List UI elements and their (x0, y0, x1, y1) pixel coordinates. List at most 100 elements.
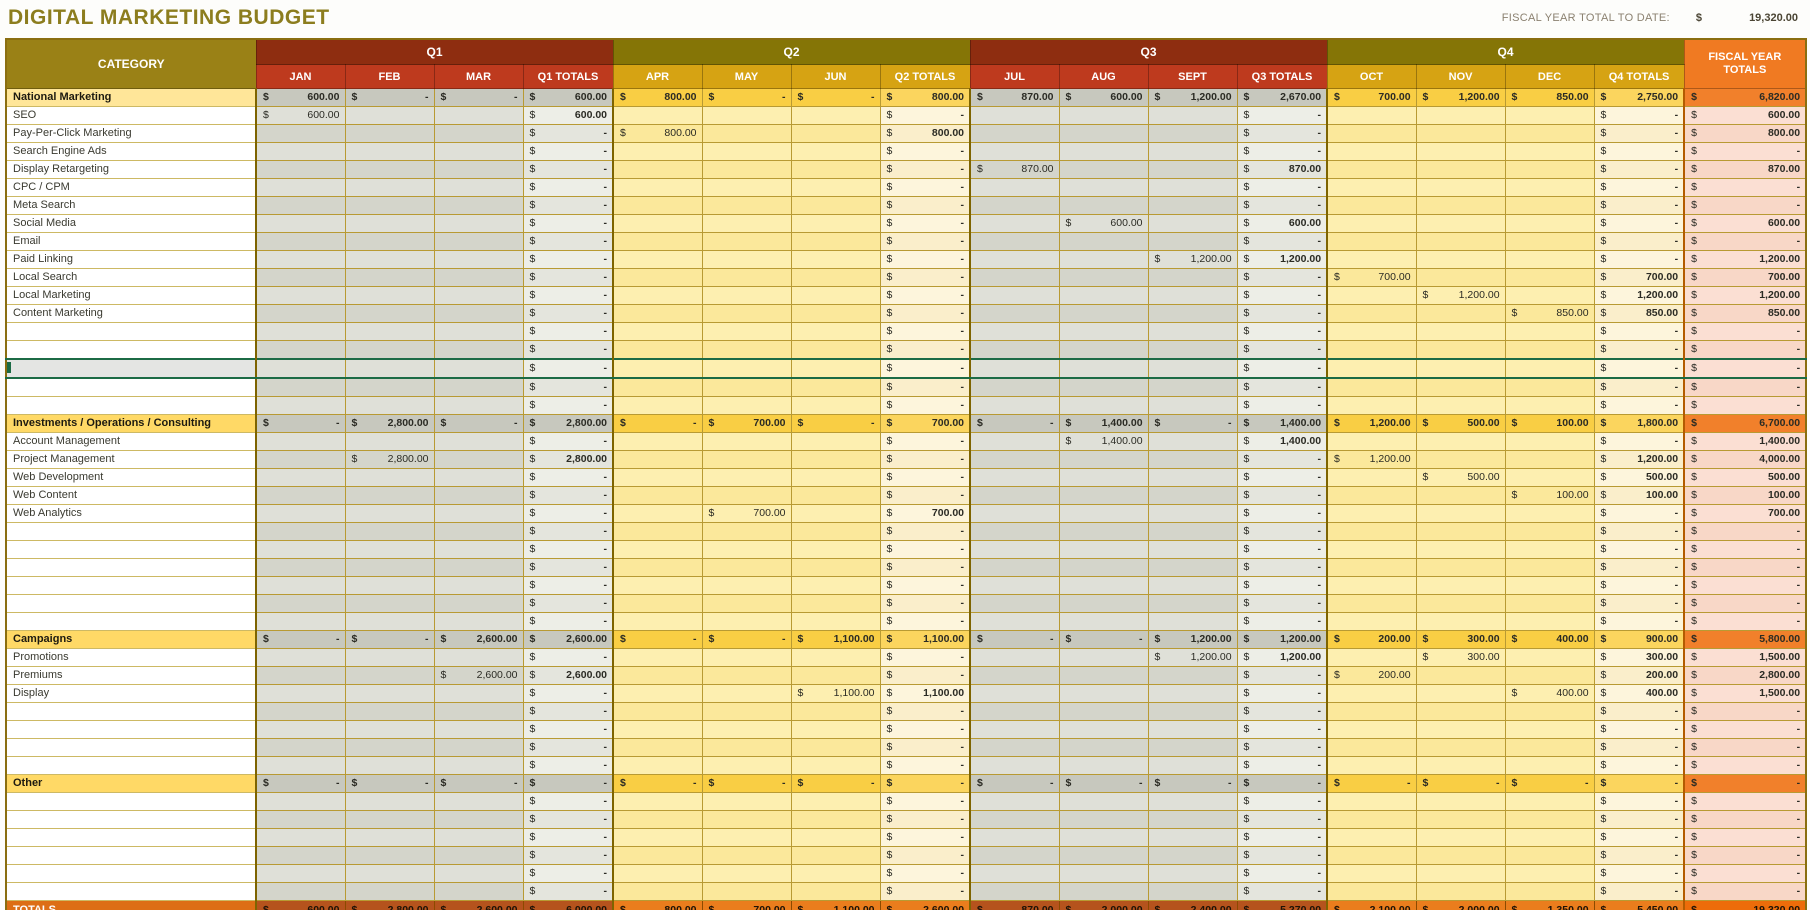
month-header-may[interactable]: MAY (701, 64, 792, 89)
cell-q4-totals[interactable]: $ - (1593, 232, 1685, 251)
cell-fiscal-year-totals[interactable]: $ - (1683, 178, 1807, 197)
cell-q1-totals[interactable]: $ - (522, 286, 614, 305)
cell-q1-totals[interactable]: $ - (522, 468, 614, 487)
cell-may[interactable] (701, 522, 792, 541)
category-cell[interactable]: Project Management (5, 450, 257, 469)
cell-mar[interactable] (433, 286, 524, 305)
q3-totals-header[interactable]: Q3 TOTALS (1236, 64, 1328, 89)
cell-sept[interactable] (1147, 450, 1238, 469)
cell-nov[interactable] (1415, 702, 1506, 721)
cell-sept[interactable] (1147, 358, 1238, 379)
cell-q2-totals[interactable]: $ - (879, 774, 971, 793)
category-cell[interactable]: Display (5, 684, 257, 703)
cell-sept[interactable] (1147, 504, 1238, 523)
cell-jul[interactable] (969, 432, 1060, 451)
cell-fiscal-year-totals[interactable]: $ - (1683, 540, 1807, 559)
cell-q2-totals[interactable]: $ - (879, 304, 971, 323)
cell-mar[interactable] (433, 322, 524, 341)
cell-dec[interactable]: $850.00 (1504, 88, 1595, 107)
cell-oct[interactable] (1326, 864, 1417, 883)
cell-jul[interactable] (969, 322, 1060, 341)
cell-sept[interactable] (1147, 232, 1238, 251)
cell-jul[interactable] (969, 756, 1060, 775)
cell-jul[interactable] (969, 558, 1060, 577)
category-cell[interactable] (5, 558, 257, 577)
cell-jan[interactable] (255, 160, 346, 179)
cell-dec[interactable] (1504, 594, 1595, 613)
cell-sept[interactable] (1147, 468, 1238, 487)
cell-sept[interactable] (1147, 612, 1238, 631)
cell-q2-totals[interactable]: $ - (879, 486, 971, 505)
cell-mar[interactable] (433, 358, 524, 379)
cell-apr[interactable]: $ - (612, 414, 703, 433)
cell-jan[interactable] (255, 540, 346, 559)
cell-aug[interactable]: $1,400.00 (1058, 432, 1149, 451)
cell-q1-totals[interactable]: $ - (522, 504, 614, 523)
cell-q3-totals[interactable]: $ - (1236, 106, 1328, 125)
cell-jun[interactable] (790, 846, 881, 865)
cell-mar[interactable] (433, 340, 524, 360)
month-header-nov[interactable]: NOV (1415, 64, 1506, 89)
cell-fiscal-year-totals[interactable]: $ - (1683, 576, 1807, 595)
cell-q3-totals[interactable]: $ - (1236, 142, 1328, 161)
cell-fiscal-year-totals[interactable]: $ - (1683, 322, 1807, 341)
cell-oct[interactable] (1326, 738, 1417, 757)
cell-q1-totals[interactable]: $2,800.00 (522, 450, 614, 469)
cell-may[interactable] (701, 612, 792, 631)
cell-dec[interactable] (1504, 828, 1595, 847)
cell-sept[interactable] (1147, 882, 1238, 901)
cell-jul[interactable]: $870.00 (969, 160, 1060, 179)
cell-aug[interactable] (1058, 250, 1149, 269)
totals-cell-nov[interactable]: $2,000.00 (1415, 900, 1506, 910)
cell-dec[interactable] (1504, 666, 1595, 685)
cell-jun[interactable] (790, 468, 881, 487)
cell-q1-totals[interactable]: $ - (522, 340, 614, 360)
cell-nov[interactable] (1415, 594, 1506, 613)
cell-mar[interactable] (433, 648, 524, 667)
cell-aug[interactable] (1058, 738, 1149, 757)
cell-jan[interactable] (255, 810, 346, 829)
category-cell[interactable] (5, 612, 257, 631)
cell-aug[interactable] (1058, 196, 1149, 215)
cell-q4-totals[interactable]: $ - (1593, 774, 1685, 793)
cell-may[interactable] (701, 196, 792, 215)
cell-nov[interactable] (1415, 504, 1506, 523)
cell-q2-totals[interactable]: $ - (879, 322, 971, 341)
cell-q4-totals[interactable]: $ - (1593, 756, 1685, 775)
cell-jan[interactable] (255, 702, 346, 721)
cell-jun[interactable] (790, 450, 881, 469)
category-cell[interactable]: Pay-Per-Click Marketing (5, 124, 257, 143)
cell-q2-totals[interactable]: $ - (879, 756, 971, 775)
cell-jul[interactable] (969, 468, 1060, 487)
cell-q2-totals[interactable]: $ - (879, 594, 971, 613)
cell-fiscal-year-totals[interactable]: $6,700.00 (1683, 414, 1807, 433)
cell-q3-totals[interactable]: $ - (1236, 522, 1328, 541)
cell-mar[interactable] (433, 396, 524, 415)
cell-jul[interactable] (969, 594, 1060, 613)
fiscal-summary-value[interactable]: 19,320.00 (1749, 12, 1798, 24)
category-cell[interactable]: Email (5, 232, 257, 251)
quarter-header-q1[interactable]: Q1 (255, 38, 614, 65)
totals-cell-jun[interactable]: $1,100.00 (790, 900, 881, 910)
category-cell[interactable] (5, 576, 257, 595)
cell-apr[interactable]: $800.00 (612, 124, 703, 143)
category-cell[interactable]: Paid Linking (5, 250, 257, 269)
month-header-mar[interactable]: MAR (433, 64, 524, 89)
cell-may[interactable] (701, 232, 792, 251)
totals-cell-fiscal-year-totals[interactable]: $19,320.00 (1683, 900, 1807, 910)
cell-dec[interactable] (1504, 160, 1595, 179)
cell-apr[interactable] (612, 322, 703, 341)
cell-q1-totals[interactable]: $ - (522, 142, 614, 161)
cell-q1-totals[interactable]: $2,600.00 (522, 666, 614, 685)
cell-jan[interactable] (255, 304, 346, 323)
cell-sept[interactable] (1147, 396, 1238, 415)
cell-may[interactable] (701, 864, 792, 883)
cell-q4-totals[interactable]: $ - (1593, 702, 1685, 721)
cell-q1-totals[interactable]: $ - (522, 738, 614, 757)
cell-apr[interactable] (612, 232, 703, 251)
cell-aug[interactable] (1058, 142, 1149, 161)
cell-mar[interactable] (433, 124, 524, 143)
quarter-header-q2[interactable]: Q2 (612, 38, 971, 65)
cell-q4-totals[interactable]: $ - (1593, 124, 1685, 143)
cell-q3-totals[interactable]: $1,400.00 (1236, 432, 1328, 451)
